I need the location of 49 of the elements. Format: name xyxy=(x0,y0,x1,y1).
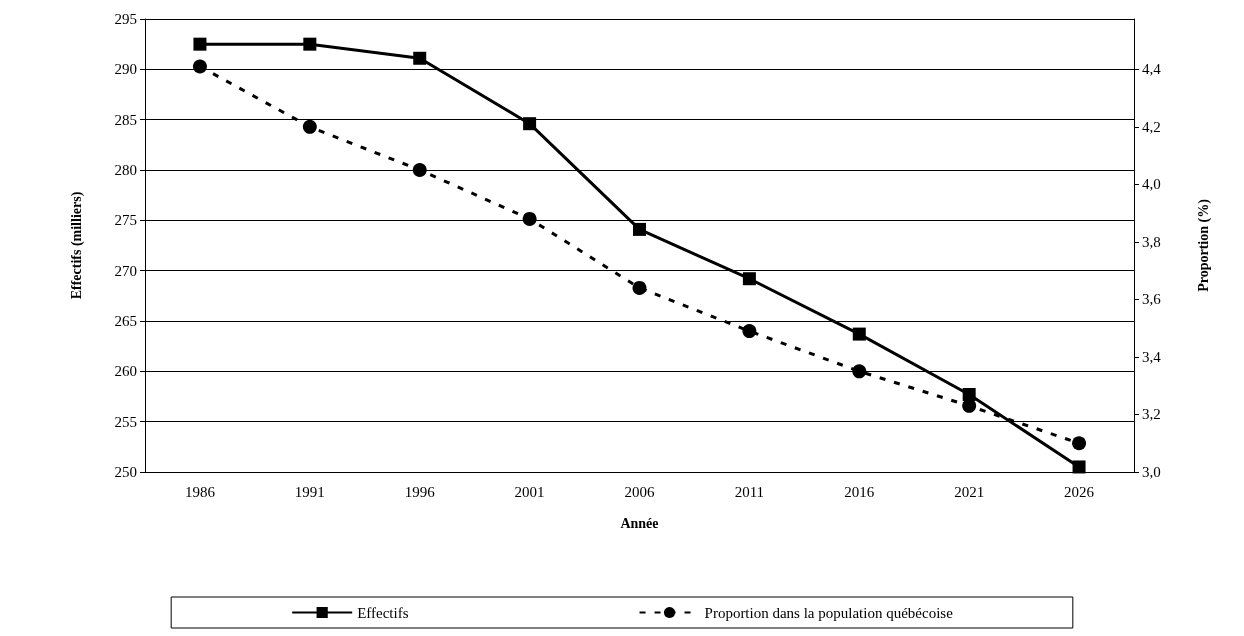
y-tick-label: 250 xyxy=(114,464,137,480)
x-tick-label: 2026 xyxy=(1064,483,1095,500)
y-axis-title: Effectifs (milliers) xyxy=(68,191,85,300)
y-tick-label: 255 xyxy=(114,413,137,430)
y2-axis-title: Proportion (%) xyxy=(1195,198,1212,292)
y2-tick-label: 3,6 xyxy=(1142,291,1162,308)
x-tick-label: 1991 xyxy=(294,483,325,500)
y2-tick-label: 3,8 xyxy=(1142,233,1161,250)
x-tick-label: 2001 xyxy=(514,483,545,500)
y2-tick-label: 4,0 xyxy=(1142,176,1161,193)
point xyxy=(632,280,647,295)
y2-tick-label: 3,4 xyxy=(1142,348,1162,365)
y2-tick-label: 3,2 xyxy=(1142,406,1161,423)
point xyxy=(523,117,537,131)
point xyxy=(742,272,756,286)
x-tick-label: 1986 xyxy=(184,483,216,500)
y-tick-label: 270 xyxy=(114,262,137,279)
x-axis-title: Année xyxy=(620,515,659,531)
point xyxy=(852,327,866,341)
y2-tick-label: 4,2 xyxy=(1142,118,1161,135)
x-tick-label: 2021 xyxy=(954,483,985,500)
point xyxy=(193,37,207,51)
x-tick-label: 2006 xyxy=(624,483,655,500)
legend-label: Effectifs xyxy=(357,604,409,621)
point xyxy=(852,364,867,379)
y-tick-label: 280 xyxy=(114,162,137,178)
point xyxy=(1072,460,1086,474)
y-tick-label: 285 xyxy=(114,111,137,128)
point xyxy=(412,163,427,177)
point xyxy=(962,387,976,401)
point xyxy=(522,211,537,226)
point xyxy=(303,37,317,51)
point xyxy=(413,51,427,65)
y2-tick-label: 4,4 xyxy=(1142,61,1162,78)
y2-tick-label: 3,0 xyxy=(1142,464,1161,480)
y-tick-label: 275 xyxy=(114,212,137,229)
y-tick-label: 260 xyxy=(114,363,137,380)
point xyxy=(302,119,317,134)
y-tick-label: 290 xyxy=(114,61,137,78)
x-tick-label: 1996 xyxy=(404,483,436,500)
point xyxy=(192,59,207,74)
x-tick-label: 2016 xyxy=(844,483,875,500)
y-tick-label: 295 xyxy=(114,11,137,27)
point xyxy=(1072,436,1087,451)
legend-label: Proportion dans la population québécoise xyxy=(704,604,954,621)
x-tick-label: 2011 xyxy=(734,483,765,500)
y-tick-label: 265 xyxy=(114,313,137,329)
point xyxy=(633,222,646,236)
point xyxy=(742,324,757,339)
